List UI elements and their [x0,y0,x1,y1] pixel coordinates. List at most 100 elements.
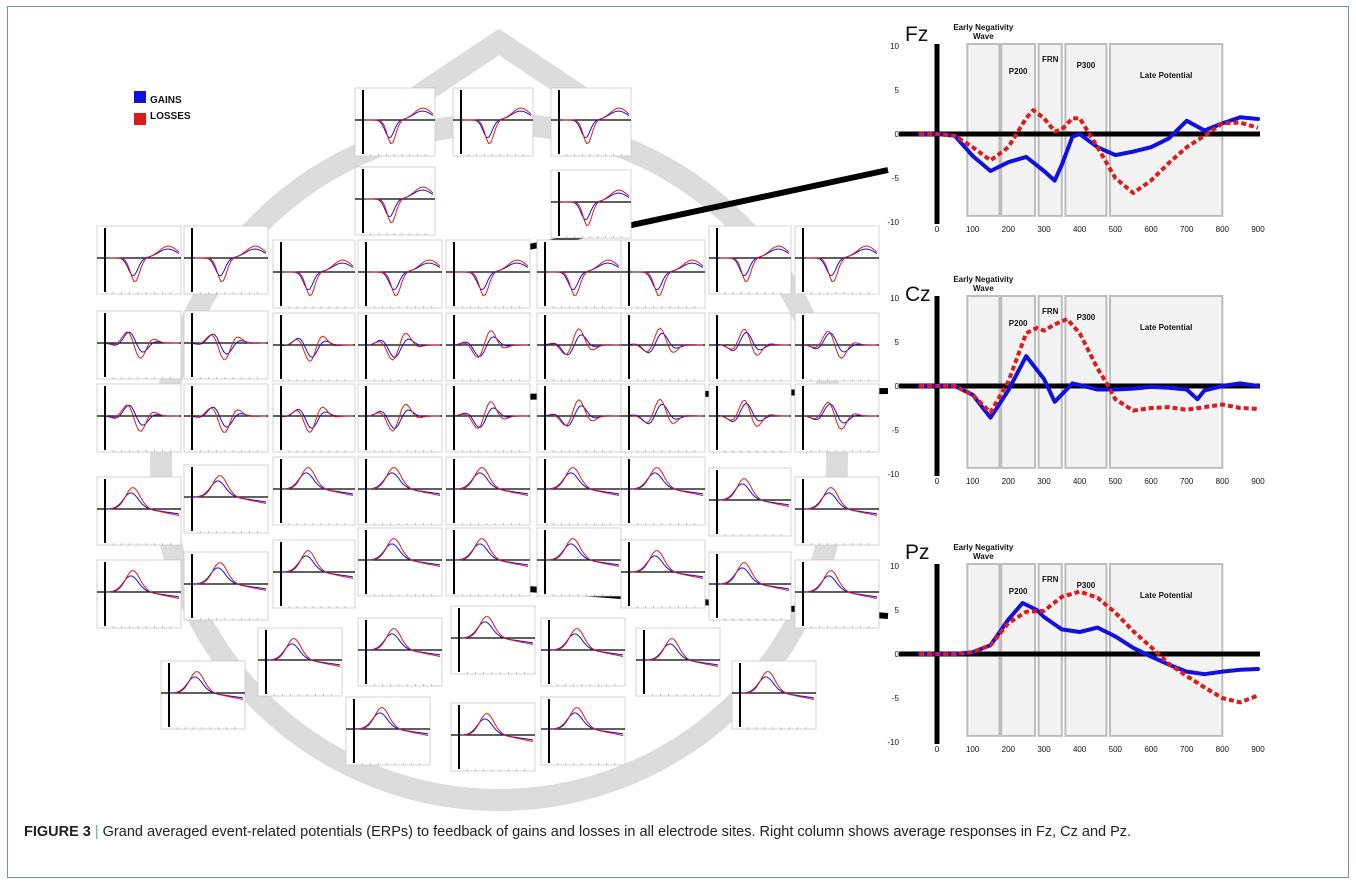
electrode-mini-plot [160,660,246,730]
legend-losses-swatch [134,113,146,125]
electrode-mini-plot [794,559,880,629]
x-tick-label: 500 [1109,225,1123,234]
electrode-mini-plot [540,617,626,687]
electrode-mini-plot [272,456,356,526]
losses-series-line [919,589,1259,705]
electrode-mini-plot [536,312,622,382]
electrode-mini-plot [540,696,626,766]
electrode-mini-plot [96,310,182,380]
legend-losses-label: LOSSES [150,111,191,122]
y-tick-label: 0 [895,382,900,391]
electrode-mini-plot [357,527,443,597]
figure-frame [7,6,1349,878]
electrode-mini-plot [708,467,792,537]
legend-gains-label: GAINS [150,95,182,106]
x-tick-label: 300 [1037,225,1051,234]
electrode-mini-plot [536,527,622,597]
electrode-mini-plot [620,383,706,453]
caption-text: Grand averaged event-related potentials … [102,824,1132,840]
electrode-mini-plot [536,456,622,526]
x-tick-label: 900 [1251,225,1265,234]
losses-series-line [919,317,1259,415]
electrode-mini-plot [450,605,536,675]
electrode-mini-plot [183,310,269,380]
y-tick-label: 10 [890,294,899,303]
component-box [1108,295,1224,469]
x-tick-label: 300 [1037,477,1051,486]
electrode-mini-plot [272,239,356,309]
electrode-mini-plot [272,539,356,609]
electrode-mini-plot [620,312,706,382]
electrode-mini-plot [635,627,721,697]
x-tick-label: 600 [1144,225,1158,234]
y-tick-label: 5 [895,86,900,95]
electrode-mini-plot [257,627,343,697]
electrode-mini-plot [183,464,269,534]
x-tick-label: 700 [1180,225,1194,234]
x-tick-label: 600 [1144,477,1158,486]
component-label: P300 [1077,581,1096,590]
legend-gains-swatch [134,91,146,103]
y-tick-label: -10 [887,738,899,747]
losses-series-line [919,108,1259,195]
gains-series-line [917,115,1260,183]
electrode-mini-plot [708,383,792,453]
component-label: Early Negativity Wave [953,275,1014,293]
chart-pz: Early Negativity Wave P200 FRN P300 Late Pote… [887,541,1265,754]
electrode-mini-plot [345,696,431,766]
electrode-mini-plot [452,87,534,157]
electrode-mini-plot [445,527,531,597]
y-tick-label: 0 [895,130,900,139]
electrode-mini-plot [272,312,356,382]
component-label: Late Potential [1140,591,1192,600]
component-label: P300 [1077,313,1096,322]
component-label: P300 [1077,61,1096,70]
y-tick-label: 5 [895,606,900,615]
y-tick-label: 10 [890,42,899,51]
component-label: P200 [1009,67,1028,76]
x-tick-label: 600 [1144,745,1158,754]
electrode-mini-plot [620,539,706,609]
y-tick-label: 0 [895,650,900,659]
electrode-mini-plot [708,551,792,621]
electrode-mini-plot [357,312,443,382]
electrode-mini-plot [445,239,531,309]
electrode-mini-plot [794,225,880,295]
component-label: Early Negativity Wave [953,543,1014,561]
electrode-mini-plot [183,551,269,621]
electrode-mini-plot [620,456,706,526]
figure-caption: FIGURE 3 | Grand averaged event-related po… [24,822,1324,842]
component-box [1037,563,1063,737]
x-tick-label: 100 [966,477,980,486]
y-tick-label: -5 [892,174,900,183]
electrode-mini-plot [708,312,792,382]
electrode-mini-plot [794,476,880,546]
x-tick-label: 0 [935,225,940,234]
component-box [966,295,1001,469]
component-label: FRN [1042,575,1059,584]
electrode-mini-plot [445,312,531,382]
x-tick-label: 800 [1216,477,1230,486]
x-tick-label: 800 [1216,225,1230,234]
component-label: P200 [1009,587,1028,596]
y-tick-label: -5 [892,694,900,703]
electrode-mini-plot [536,383,622,453]
component-box [966,43,1001,217]
x-tick-label: 100 [966,225,980,234]
electrode-mini-plot [96,559,182,629]
electrode-mini-plot [445,383,531,453]
electrode-mini-plot [794,312,880,382]
x-tick-label: 500 [1109,745,1123,754]
electrode-mini-plot [708,225,792,295]
component-label: FRN [1042,307,1059,316]
caption-separator: | [94,824,99,840]
component-box [1064,563,1108,737]
electrode-mini-plot [96,383,182,453]
component-box [1108,563,1224,737]
chart-fz: Early Negativity Wave P200 FRN P300 Late Pote… [887,23,1265,234]
figure-canvas: GAINS LOSSES Early Negativity Wave P200 FRN… [96,23,1265,811]
electrode-label: Cz [905,283,931,306]
y-tick-label: -10 [887,470,899,479]
x-tick-label: 500 [1109,477,1123,486]
legend: GAINS LOSSES [134,91,191,125]
